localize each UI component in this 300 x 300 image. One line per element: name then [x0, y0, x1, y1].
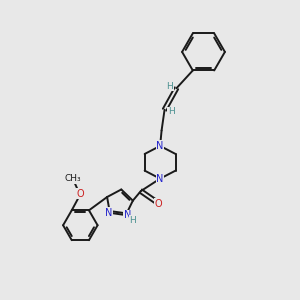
Text: CH₃: CH₃ [65, 174, 82, 183]
Text: H: H [129, 216, 136, 225]
Text: N: N [156, 141, 164, 151]
Text: N: N [156, 174, 164, 184]
Text: H: H [168, 107, 175, 116]
Text: N: N [124, 210, 131, 220]
Text: O: O [76, 189, 84, 199]
Text: N: N [105, 208, 112, 218]
Text: H: H [167, 82, 173, 91]
Text: O: O [154, 199, 162, 208]
